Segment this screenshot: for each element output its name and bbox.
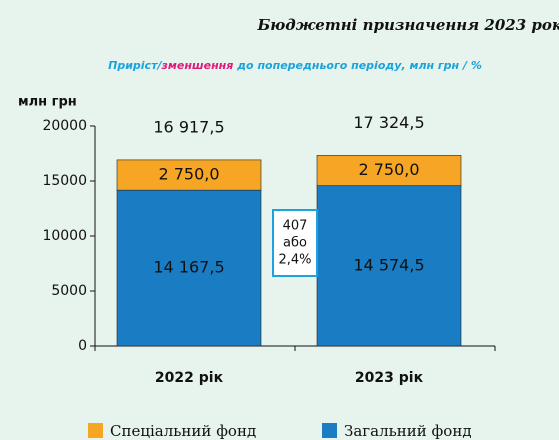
header-part: до попереднього періоду, млн грн / % (233, 59, 482, 72)
header-part: Приріст/ (108, 59, 162, 72)
legend-label: Спеціальний фонд (110, 422, 256, 440)
bar-segment (316, 185, 462, 347)
total-label: 17 324,5 (353, 113, 424, 132)
annotation-text: 2,4% (278, 253, 311, 268)
legend-label: Загальний фонд (344, 422, 472, 440)
header-part: зменшення (160, 59, 233, 72)
y-tick-label: 20000 (42, 118, 87, 134)
subtitle: Бюджетні призначення 2023 року (256, 16, 559, 34)
x-tick-label: 2022 рік (155, 370, 224, 386)
x-tick-label: 2023 рік (355, 370, 424, 386)
bar-segment (316, 155, 462, 186)
y-axis-label: млн грн (18, 95, 77, 110)
value-label: 2 750,0 (158, 165, 219, 184)
header: Приріст/зменшення до попереднього період… (108, 59, 482, 72)
value-label: 2 750,0 (358, 160, 419, 179)
value-label: 14 167,5 (153, 258, 224, 277)
annotation-text: або (283, 236, 307, 251)
y-tick-label: 0 (78, 338, 87, 354)
y-tick-label: 10000 (42, 228, 87, 244)
y-tick-label: 5000 (51, 283, 87, 299)
annotation-text: 407 (283, 219, 308, 234)
legend-swatch (88, 423, 103, 438)
annotation-box (272, 209, 318, 277)
bar-segment (116, 189, 262, 347)
legend-swatch (322, 423, 337, 438)
value-label: 14 574,5 (353, 255, 424, 274)
y-tick-label: 15000 (42, 173, 87, 189)
bar-segment (116, 159, 262, 191)
total-label: 16 917,5 (153, 117, 224, 136)
